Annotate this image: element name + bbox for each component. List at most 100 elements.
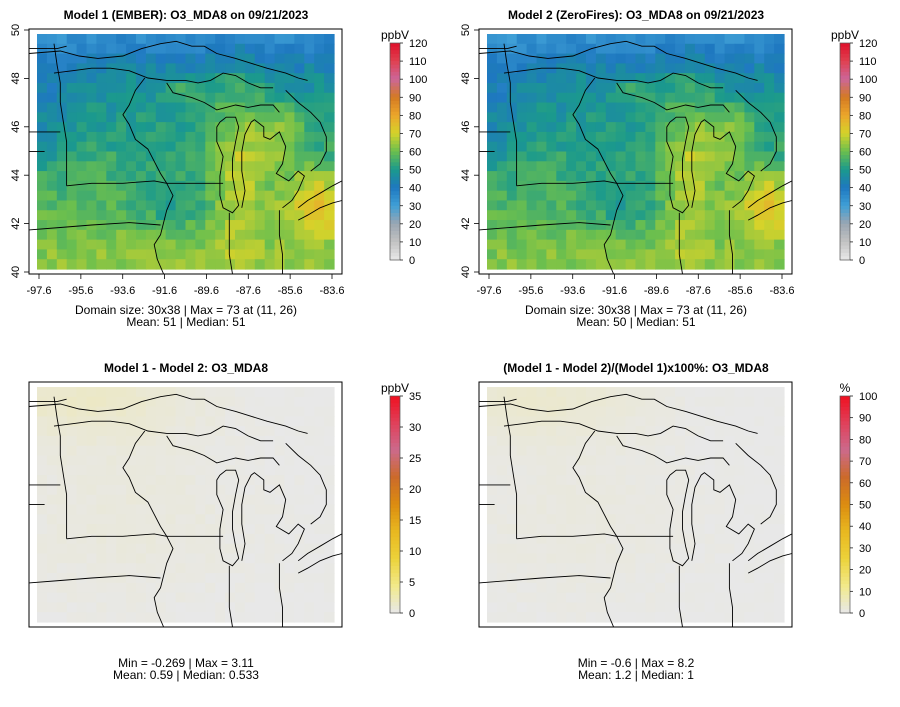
grid-cell: [625, 475, 637, 486]
grid-cell: [605, 514, 617, 525]
grid-cell: [724, 122, 736, 133]
grid-cell: [576, 102, 587, 113]
y-tick-label: 46: [460, 121, 472, 133]
grid-cell: [556, 141, 567, 153]
grid-cell: [324, 592, 335, 604]
grid-cell: [205, 171, 216, 182]
grid-cell: [734, 229, 745, 241]
grid-cell: [185, 612, 196, 623]
grid-cell: [704, 63, 716, 74]
grid-cell: [615, 524, 627, 535]
grid-cell: [655, 484, 666, 496]
grid-cell: [314, 73, 325, 84]
grid-cell: [704, 406, 716, 417]
grid-cell: [724, 396, 736, 408]
grid-cell: [734, 543, 745, 555]
grid-cell: [774, 484, 785, 496]
grid-cell: [714, 426, 726, 437]
grid-cell: [284, 63, 295, 74]
grid-cell: [665, 210, 676, 221]
grid-cell: [734, 239, 745, 251]
grid-cell: [615, 141, 627, 153]
grid-cell: [685, 504, 696, 515]
grid-cell: [685, 563, 696, 574]
grid-cell: [694, 220, 706, 231]
colorbar-segment: [840, 605, 850, 610]
grid-cell: [764, 122, 775, 133]
grid-cell: [185, 220, 196, 231]
colorbar-segment: [840, 493, 850, 498]
grid-cell: [37, 53, 48, 64]
grid-cell: [66, 43, 78, 55]
grid-cell: [665, 131, 676, 143]
grid-cell: [195, 92, 206, 104]
grid-cell: [605, 563, 617, 574]
grid-cell: [264, 524, 276, 535]
grid-cell: [195, 582, 206, 594]
grid-cell: [215, 396, 226, 408]
grid-cell: [254, 151, 266, 162]
grid-cell: [754, 475, 765, 486]
grid-cell: [595, 92, 607, 104]
grid-cell: [56, 82, 68, 94]
boundary-line: [503, 396, 518, 539]
grid-cell: [76, 63, 88, 74]
colorbar-segment: [840, 97, 850, 102]
grid-cell: [324, 53, 335, 64]
boundary-line: [241, 119, 305, 209]
grid-cell: [546, 475, 557, 486]
grid-cell: [754, 249, 765, 260]
grid-cell: [754, 53, 765, 64]
grid-cell: [264, 141, 276, 153]
grid-cell: [37, 259, 48, 270]
grid-cell: [625, 102, 637, 113]
grid-cell: [66, 210, 78, 221]
grid-cell: [536, 435, 547, 447]
grid-cell: [235, 249, 246, 260]
grid-cell: [274, 161, 286, 172]
grid-cell: [625, 190, 637, 202]
grid-cell: [576, 200, 587, 211]
grid-cell: [774, 553, 785, 564]
grid-cell: [516, 249, 528, 260]
grid-cell: [675, 406, 686, 417]
colorbar-segment: [390, 562, 400, 567]
grid-cell: [724, 259, 736, 270]
grid-cell: [37, 82, 48, 94]
grid-cell: [235, 190, 246, 202]
grid-cell: [685, 63, 696, 74]
grid-cell: [685, 573, 696, 584]
grid-cell: [635, 151, 646, 162]
grid-cell: [185, 180, 196, 192]
grid-cell: [744, 396, 755, 408]
grid-cell: [155, 73, 167, 84]
grid-cell: [615, 161, 627, 172]
grid-cell: [536, 171, 547, 182]
grid-cell: [96, 573, 107, 584]
grid-cell: [76, 190, 88, 202]
grid-cell: [284, 533, 295, 545]
grid-cell: [595, 504, 607, 515]
stats-line-2: Mean: 51 | Median: 51: [126, 315, 246, 329]
colorbar-segment: [390, 82, 400, 87]
grid-cell: [235, 210, 246, 221]
grid-cell: [506, 92, 518, 104]
grid-cell: [665, 445, 676, 457]
grid-cell: [294, 220, 305, 231]
grid-cell: [576, 524, 587, 535]
grid-cell: [586, 426, 597, 437]
grid-cell: [536, 612, 547, 623]
colorbar-segment: [390, 403, 400, 408]
grid-cell: [655, 416, 666, 427]
grid-cell: [195, 533, 206, 545]
grid-cell: [106, 229, 117, 241]
grid-cell: [694, 504, 706, 515]
grid-cell: [126, 573, 137, 584]
grid-cell: [195, 180, 206, 192]
grid-cell: [264, 53, 276, 64]
grid-cell: [635, 249, 646, 260]
grid-cell: [576, 387, 587, 398]
grid-cell: [294, 171, 305, 182]
grid-cell: [304, 102, 315, 113]
grid-cell: [175, 151, 187, 162]
